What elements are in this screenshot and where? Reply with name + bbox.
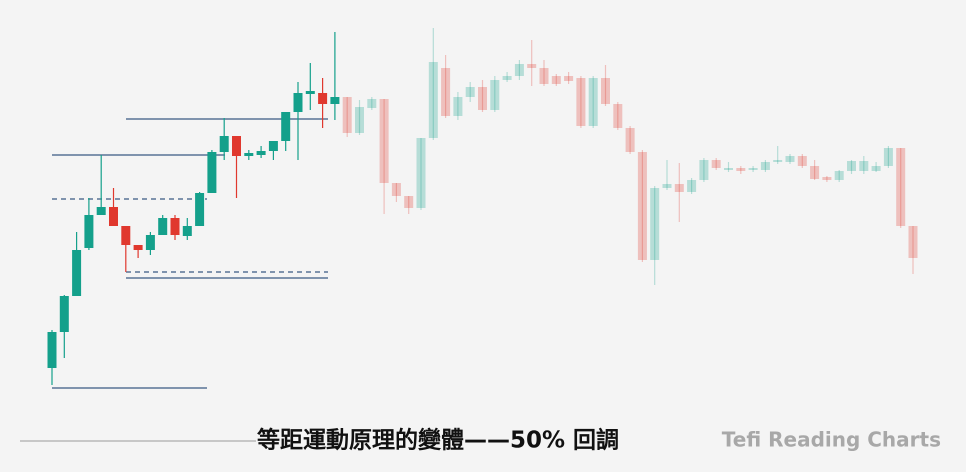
chart-title: 等距運動原理的變體——50% 回調 [257, 427, 619, 454]
candle-body [637, 152, 647, 260]
candle-body [195, 193, 205, 226]
candle-body [72, 250, 82, 296]
candle-body [601, 78, 610, 104]
candle-body [625, 128, 635, 152]
candle-body [514, 64, 524, 76]
candle-body [859, 161, 869, 171]
candle-body [748, 168, 758, 170]
candle-body [797, 156, 807, 166]
candle-body [551, 76, 561, 84]
candle-body [810, 166, 820, 179]
candle-body [465, 87, 475, 97]
candle-body [650, 188, 660, 260]
candle-body [453, 97, 463, 116]
candle-body [391, 183, 401, 196]
candle-body [662, 184, 672, 188]
candle-body [158, 218, 168, 235]
candle-body [232, 136, 241, 156]
candle-body [564, 76, 574, 81]
candle-body [428, 62, 438, 138]
candle-body [109, 207, 118, 226]
candle-body [588, 78, 598, 126]
candle-body [207, 152, 217, 193]
candle-body [699, 160, 709, 180]
watermark: Tefi Reading Charts [722, 428, 941, 452]
candle-body [182, 226, 192, 236]
candle-body [724, 168, 733, 170]
candle-body [170, 218, 180, 235]
candle-body [59, 296, 69, 332]
candle-body [305, 91, 315, 94]
candle-body [84, 215, 94, 248]
candle-body [133, 245, 143, 250]
candle-body [687, 180, 697, 192]
candle-body [293, 93, 303, 112]
candle-body [711, 160, 721, 168]
candle-body [330, 97, 340, 104]
candle-body [539, 68, 549, 84]
candle-body [96, 207, 106, 215]
candle-body [268, 141, 278, 151]
candle-body [908, 226, 918, 258]
candle-body [244, 153, 254, 156]
candle-body [441, 68, 451, 116]
candle-body [736, 168, 746, 171]
candle-body [613, 104, 623, 128]
candle-body [871, 166, 881, 171]
candle-body [219, 136, 229, 152]
candle-body [367, 99, 377, 108]
candle-body [281, 112, 291, 141]
candle-body [760, 162, 770, 170]
candle-body [834, 171, 844, 180]
candle-body [121, 226, 131, 245]
candle-body [318, 93, 328, 104]
candle-body [355, 107, 364, 133]
candle-body [256, 151, 266, 155]
candle-body [527, 64, 537, 68]
candle-body [773, 160, 783, 162]
candle-body [896, 148, 906, 226]
candle-body [576, 78, 586, 126]
candle-body [404, 196, 414, 208]
candle-body [502, 76, 512, 80]
candle-body [883, 148, 893, 166]
candle-body [416, 138, 426, 208]
candle-body [379, 99, 389, 183]
candle-body [490, 80, 500, 110]
candle-body [145, 235, 155, 250]
candle-body [847, 161, 856, 171]
candle-body [674, 184, 684, 192]
candle-body [478, 87, 487, 110]
candle-body [785, 156, 795, 162]
candle-body [342, 97, 352, 133]
candle-body [822, 177, 832, 180]
candle-body [47, 332, 57, 368]
